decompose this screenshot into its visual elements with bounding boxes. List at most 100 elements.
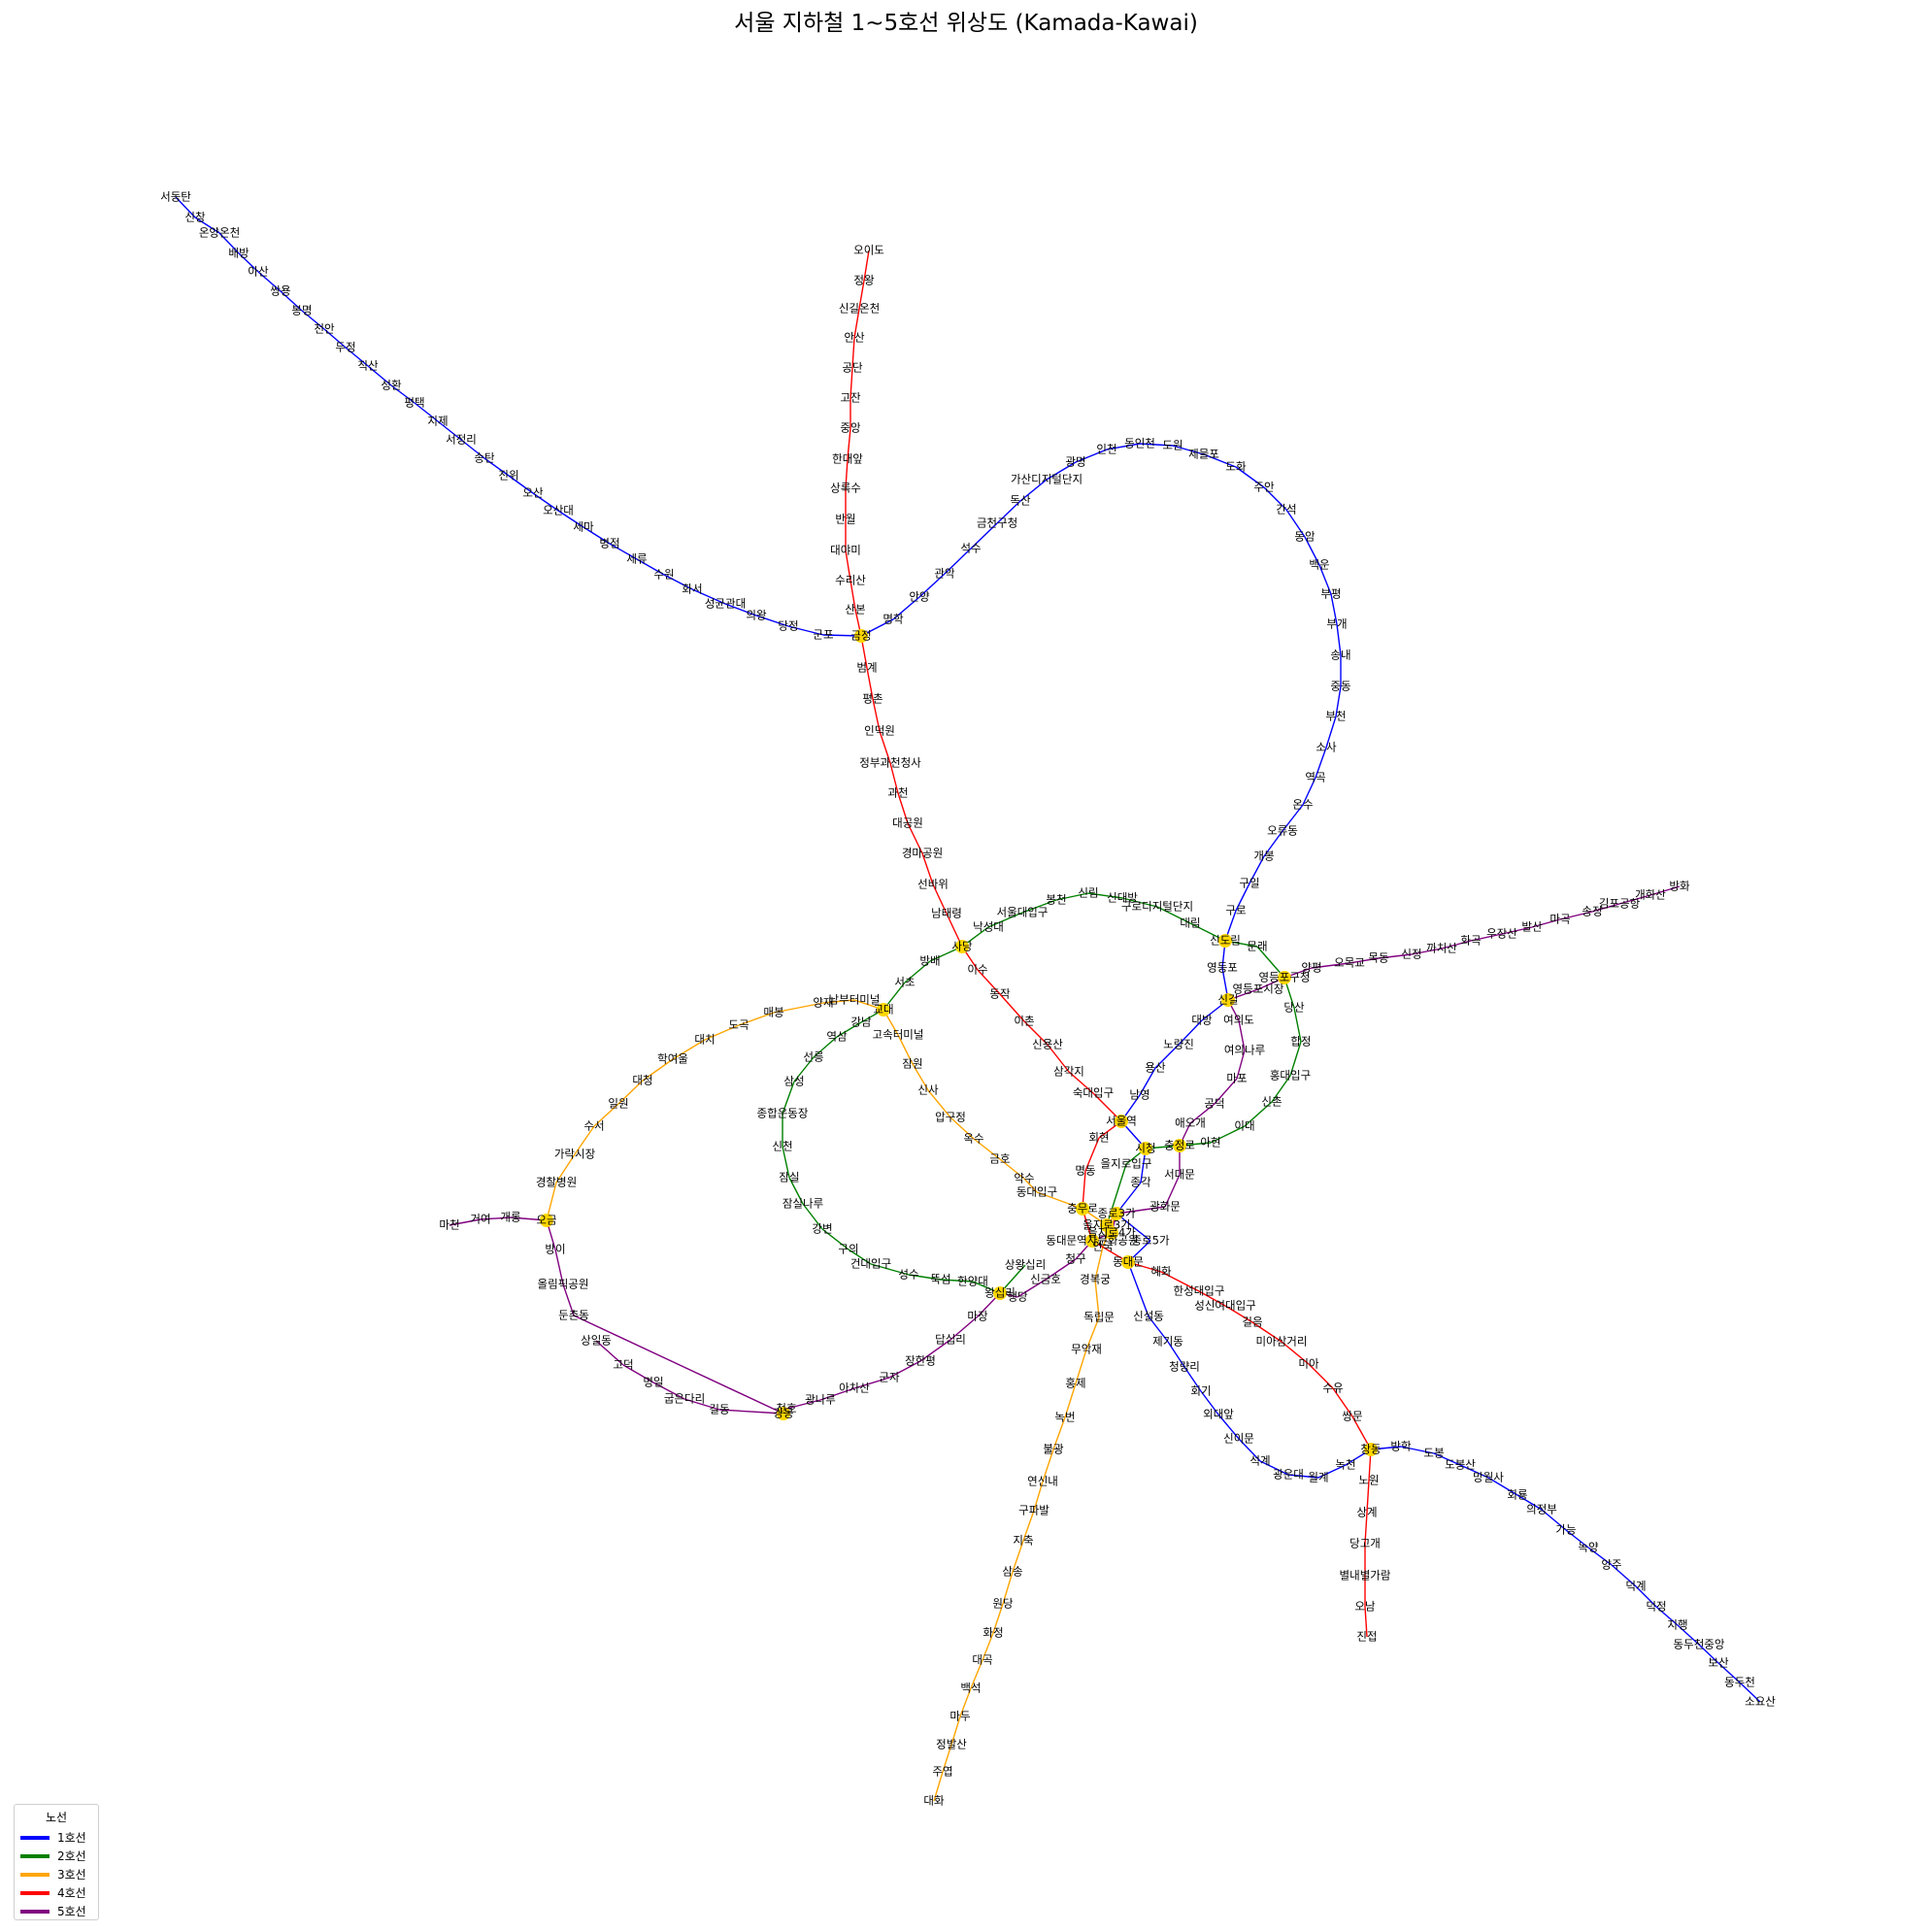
transfer-node-오금 (540, 1214, 553, 1227)
station-label-수서: 수서 (583, 1119, 604, 1133)
station-label-청량리: 청량리 (1169, 1360, 1200, 1374)
transfer-node-충정로 (1173, 1139, 1186, 1152)
station-label-마장: 마장 (967, 1310, 988, 1323)
station-label-신길온천: 신길온천 (839, 302, 880, 316)
station-label-회룡: 회룡 (1507, 1488, 1527, 1502)
station-label-상왕십리: 상왕십리 (1005, 1258, 1046, 1272)
edge-line1-49 (1325, 716, 1337, 749)
edge-line5-10 (1349, 957, 1380, 964)
station-label-동암: 동암 (1294, 530, 1316, 544)
edge-line5-6 (1470, 933, 1503, 942)
station-label-관악: 관악 (934, 567, 955, 581)
station-label-문래: 문래 (1247, 940, 1267, 953)
edge-line3-33 (738, 1012, 775, 1026)
station-label-광명: 광명 (1065, 455, 1085, 469)
station-label-주엽: 주엽 (932, 1765, 952, 1779)
station-label-불광: 불광 (1043, 1443, 1064, 1456)
station-label-성환: 성환 (381, 379, 402, 392)
station-label-석계: 석계 (1249, 1454, 1270, 1468)
edge-line2-34 (1256, 946, 1285, 979)
station-label-동작: 동작 (989, 987, 1011, 1001)
edge-line4-3 (851, 337, 855, 369)
edge-line5-6 (449, 1218, 482, 1226)
edge-line3-5 (982, 1632, 994, 1661)
edge-line5-32 (919, 1339, 951, 1362)
station-label-별내별가람: 별내별가람 (1340, 1569, 1391, 1582)
edge-line4-7 (845, 458, 849, 489)
edge-line3-13 (1064, 1382, 1077, 1418)
legend-item-line3: 3호선 (20, 1865, 92, 1883)
station-label-건대입구: 건대입구 (850, 1257, 891, 1271)
edge-line1-28 (892, 596, 920, 620)
edge-line2-9 (908, 1274, 942, 1281)
station-label-지축: 지축 (1013, 1534, 1033, 1548)
edge-line1-33 (1019, 479, 1048, 502)
station-label-부평: 부평 (1320, 587, 1341, 601)
station-label-을지로3가: 을지로3가 (1083, 1218, 1131, 1232)
station-label-반월: 반월 (835, 513, 855, 526)
station-label-아차산: 아차산 (839, 1382, 870, 1395)
station-label-신천: 신천 (772, 1140, 792, 1153)
edge-line3-23 (999, 1158, 1025, 1180)
edge-line2-11 (848, 1249, 872, 1265)
edge-line1-88 (1587, 1547, 1613, 1566)
edge-line1-62 (1139, 1067, 1156, 1096)
edge-line1-84 (1487, 1477, 1518, 1496)
edge-line2-38 (1271, 1075, 1291, 1103)
station-label-남태령: 남태령 (931, 907, 962, 920)
edge-line4-24 (977, 969, 1001, 995)
edge-line4-21 (932, 883, 948, 915)
edge-line5-19 (1189, 1103, 1216, 1124)
edge-line4-19 (907, 822, 923, 854)
station-label-도곡: 도곡 (728, 1018, 749, 1032)
edge-line4-0 (863, 250, 870, 282)
edge-line5-34 (853, 1377, 890, 1389)
edge-line1-67 (1116, 1213, 1151, 1242)
edge-line5-17 (1236, 1049, 1246, 1080)
station-label-대림: 대림 (1180, 916, 1200, 930)
edge-line4-46 (1364, 1512, 1368, 1545)
station-label-성수: 성수 (898, 1268, 918, 1282)
station-label-연신내: 연신내 (1027, 1475, 1058, 1488)
edge-line3-28 (897, 1034, 914, 1065)
station-label-녹양: 녹양 (1578, 1541, 1599, 1554)
edge-line4-25 (999, 993, 1025, 1022)
edge-line5-9 (1378, 953, 1413, 959)
station-label-양평: 양평 (1301, 961, 1321, 975)
station-label-금천구청: 금천구청 (977, 516, 1017, 530)
edge-line5-40 (652, 1382, 685, 1400)
station-label-직산: 직산 (357, 359, 379, 373)
edge-line1-16 (532, 492, 559, 512)
legend-swatch-line4 (20, 1890, 50, 1895)
station-label-한성대입구: 한성대입구 (1174, 1284, 1225, 1298)
station-label-홍제: 홍제 (1065, 1377, 1085, 1390)
station-label-양주: 양주 (1601, 1558, 1621, 1572)
station-label-신금호: 신금호 (1030, 1273, 1061, 1286)
edge-line1-83 (1459, 1464, 1489, 1479)
station-label-혜화: 혜화 (1150, 1265, 1172, 1279)
edge-line3-21 (1036, 1191, 1083, 1210)
edge-line5-0 (573, 1315, 784, 1415)
station-label-범계: 범계 (856, 661, 877, 675)
edge-line5-0 (1649, 885, 1681, 896)
station-label-산본: 산본 (845, 603, 865, 616)
edge-line4-49 (1364, 1606, 1368, 1638)
edge-line4-42 (1332, 1387, 1353, 1417)
station-label-당고개: 당고개 (1349, 1537, 1381, 1550)
edge-line3-9 (1022, 1510, 1035, 1542)
station-label-무악재: 무악재 (1071, 1343, 1102, 1356)
station-label-성균관대: 성균관대 (705, 597, 746, 611)
station-label-녹천: 녹천 (1335, 1458, 1355, 1472)
station-label-진접: 진접 (1356, 1630, 1377, 1644)
station-label-대화: 대화 (923, 1794, 945, 1808)
edge-line1-7 (323, 328, 347, 349)
station-label-고잔: 고잔 (840, 391, 861, 405)
station-label-우장산: 우장산 (1486, 927, 1517, 941)
station-label-덕계: 덕계 (1625, 1580, 1646, 1593)
edge-line1-46 (1336, 623, 1342, 656)
station-label-잠원: 잠원 (902, 1057, 922, 1071)
station-label-서정리: 서정리 (446, 433, 477, 447)
edge-line4-4 (849, 367, 853, 399)
edge-line1-94 (1717, 1662, 1741, 1683)
station-label-오목교: 오목교 (1334, 956, 1365, 970)
